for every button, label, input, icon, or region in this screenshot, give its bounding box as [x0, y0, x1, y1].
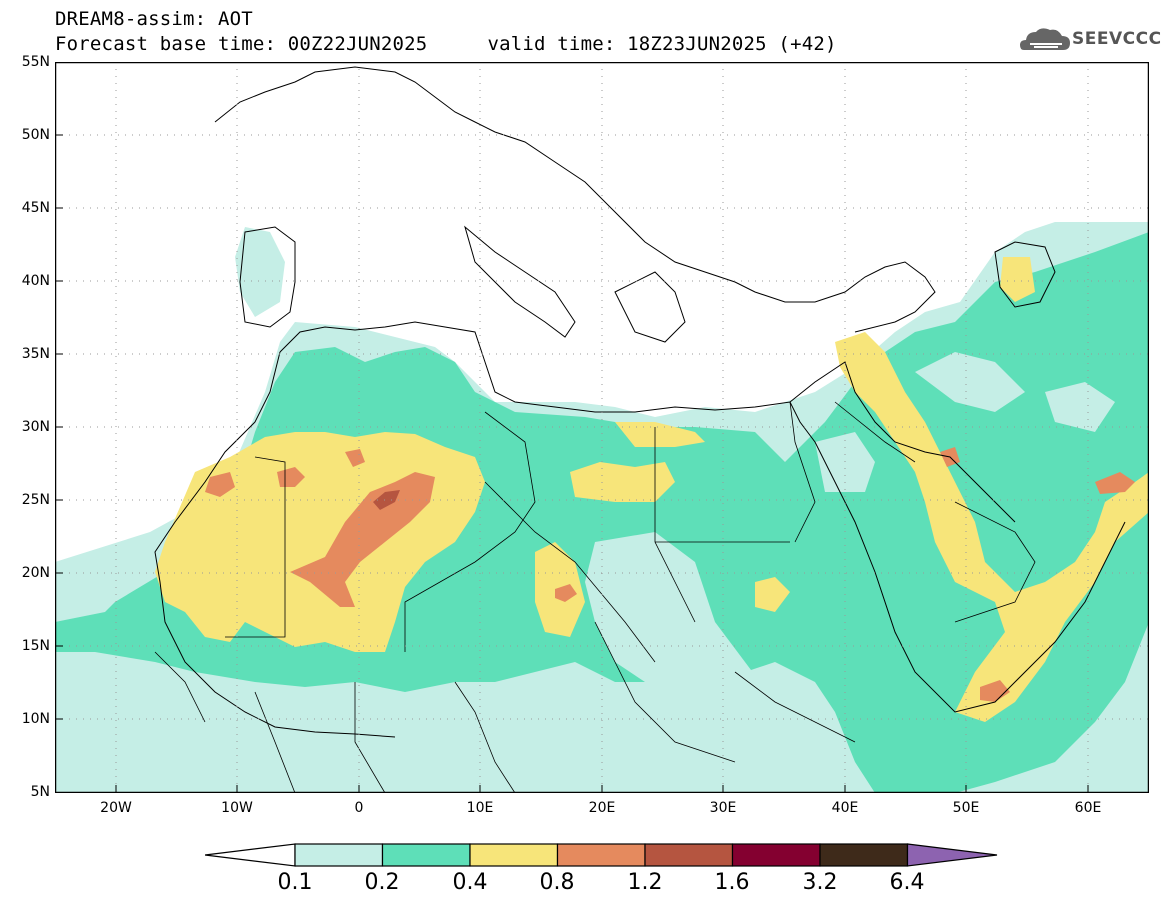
chart-title: DREAM8-assim: AOT	[55, 8, 253, 30]
colorbar-arrow-high	[906, 843, 998, 867]
colorbar-label: 3.2	[802, 870, 838, 895]
colorbar-label: 0.2	[364, 870, 400, 895]
lat-label: 35N	[21, 346, 50, 362]
colorbar-segment	[556, 843, 646, 867]
lat-label: 40N	[21, 273, 50, 289]
logo-text: SEEVCCC	[1072, 29, 1162, 49]
country-borders	[154, 401, 1036, 793]
lon-label: 30E	[709, 800, 737, 816]
aot-band-1.2-1.6	[373, 490, 400, 510]
lon-label: 10E	[466, 800, 494, 816]
colorbar-segment	[469, 843, 559, 867]
coastlines	[154, 66, 1126, 738]
colorbar-segment	[294, 843, 384, 867]
lon-label: 20W	[100, 800, 132, 816]
valid-time: valid time: 18Z23JUN2025 (+42)	[487, 33, 837, 55]
lat-label: 20N	[21, 565, 50, 581]
colorbar-segment	[819, 843, 909, 867]
lon-label: 40E	[831, 800, 859, 816]
cloud-logo-icon	[1020, 28, 1070, 50]
colorbar-arrow-low	[205, 843, 296, 867]
lon-label: 0	[354, 800, 364, 816]
colorbar-label: 1.6	[714, 870, 750, 895]
colorbar-label: 1.2	[627, 870, 663, 895]
aot-map	[55, 62, 1149, 793]
lat-label: 25N	[21, 492, 50, 508]
lat-label: 50N	[21, 127, 50, 143]
lon-label: 20E	[588, 800, 616, 816]
axis-ticks	[55, 134, 1089, 793]
lat-label: 10N	[21, 711, 50, 727]
colorbar-segment	[731, 843, 821, 867]
colorbar-label: 0.1	[277, 870, 313, 895]
lon-label: 50E	[952, 800, 980, 816]
colorbar-label: 0.4	[452, 870, 488, 895]
time-info: Forecast base time: 00Z22JUN2025 valid ti…	[55, 33, 837, 55]
colorbar-segment	[381, 843, 471, 867]
colorbar-label: 0.8	[539, 870, 575, 895]
base-time: Forecast base time: 00Z22JUN2025	[55, 33, 428, 55]
lon-label: 10W	[221, 800, 253, 816]
lat-label: 45N	[21, 200, 50, 216]
colorbar-label: 6.4	[889, 870, 925, 895]
lat-label: 15N	[21, 638, 50, 654]
lat-label: 30N	[21, 419, 50, 435]
lat-label: 5N	[30, 784, 50, 800]
aot-band-0.1-0.2-inner	[55, 352, 1115, 762]
graticule	[55, 62, 1149, 793]
colorbar-segment	[644, 843, 734, 867]
lat-label: 55N	[21, 54, 50, 70]
colorbar	[205, 843, 998, 867]
lon-label: 60E	[1074, 800, 1102, 816]
